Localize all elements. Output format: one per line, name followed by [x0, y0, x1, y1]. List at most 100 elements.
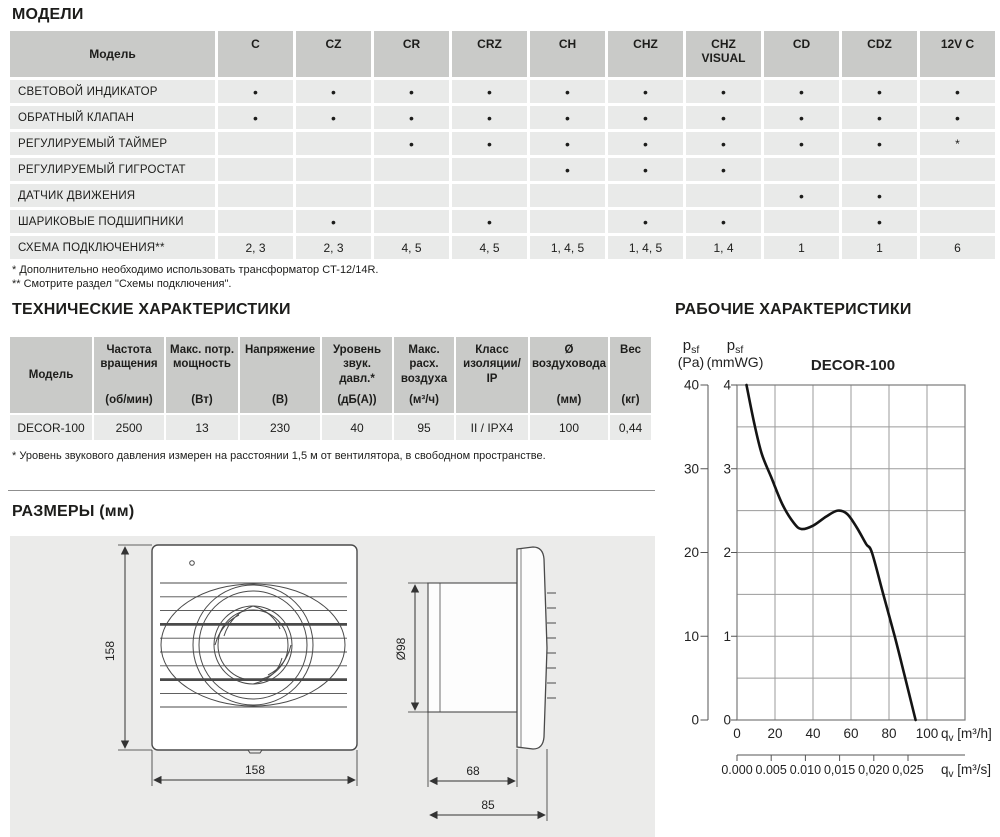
feature-cell: • — [842, 80, 917, 103]
m3h-tick-label: 60 — [843, 726, 858, 741]
models-col-header: CD — [764, 31, 839, 77]
tech-header-name: Вес — [620, 344, 641, 356]
m3s-axis-label: qv [m³/s] — [941, 762, 991, 780]
feature-cell: • — [530, 80, 605, 103]
tech-header-name: Класс изоляции/ IP — [463, 344, 521, 385]
feature-cell: • — [920, 80, 995, 103]
feature-cell — [218, 158, 293, 181]
feature-cell: 1, 4, 5 — [608, 236, 683, 259]
feature-cell — [452, 158, 527, 181]
dim-front-width: 158 — [245, 763, 265, 777]
feature-cell — [920, 158, 995, 181]
grille-slats — [160, 582, 347, 708]
models-footnote-2: ** Смотрите раздел "Схемы подключения". — [12, 278, 232, 290]
feature-cell: 1, 4, 5 — [530, 236, 605, 259]
chart-title: DECOR-100 — [811, 357, 895, 374]
tech-header-name: Модель — [28, 368, 74, 381]
feature-cell: • — [608, 80, 683, 103]
side-louvres — [547, 592, 556, 699]
feature-cell: 6 — [920, 236, 995, 259]
feature-cell: • — [842, 184, 917, 207]
mmwg-tick-label: 1 — [723, 629, 731, 644]
feature-label: ШАРИКОВЫЕ ПОДШИПНИКИ — [10, 210, 215, 233]
models-table: Модель C CZ CR CRZ CH CHZ CHZ VISUAL CD CDZ 12V C С… — [10, 31, 995, 259]
tech-value-cell: 2500 — [94, 415, 164, 440]
feature-cell: • — [296, 106, 371, 129]
feature-cell: • — [608, 210, 683, 233]
feature-cell: 1 — [842, 236, 917, 259]
feature-cell: • — [374, 106, 449, 129]
pa-tick-label: 40 — [684, 378, 699, 393]
feature-cell — [374, 210, 449, 233]
tech-value-cell: 100 — [530, 415, 608, 440]
tech-table: Модель Частота вращения (об/мин) Макс. потр… — [10, 337, 651, 440]
feature-cell — [764, 158, 839, 181]
pa-tick-label: 20 — [684, 545, 699, 560]
pa-axis — [700, 384, 709, 721]
feature-cell: • — [452, 210, 527, 233]
pa-tick-label: 10 — [684, 629, 699, 644]
tech-value-cell: 95 — [394, 415, 454, 440]
mmwg-tick-label: 4 — [723, 378, 731, 393]
tech-col-header: Напряжение (В) — [240, 337, 320, 413]
models-corner-header: Модель — [10, 31, 215, 77]
feature-cell: 1 — [764, 236, 839, 259]
models-col-header: CH — [530, 31, 605, 77]
feature-label: РЕГУЛИРУЕМЫЙ ТАЙМЕР — [10, 132, 215, 155]
feature-cell: • — [296, 80, 371, 103]
performance-curve — [745, 383, 917, 722]
tech-footnote: * Уровень звукового давления измерен на … — [12, 450, 546, 462]
models-section-title: МОДЕЛИ — [12, 6, 84, 23]
tech-col-header: Вес (кг) — [610, 337, 651, 413]
feature-cell — [530, 184, 605, 207]
m3s-tick-label: 0,020 — [858, 763, 889, 777]
feature-cell: • — [686, 132, 761, 155]
feature-cell: • — [296, 210, 371, 233]
mmwg-tick-label: 0 — [723, 713, 731, 728]
feature-cell: • — [764, 106, 839, 129]
feature-cell — [452, 184, 527, 207]
feature-cell — [218, 132, 293, 155]
performance-chart: DECOR-100 psf (Pa) psf (mmWG) 40 30 20 10 0 4 3 2 1 0 0… — [675, 330, 1000, 810]
m3h-tick-label: 80 — [881, 726, 896, 741]
tech-value-cell: DECOR-100 — [10, 415, 92, 440]
tech-section-title: ТЕХНИЧЕСКИЕ ХАРАКТЕРИСТИКИ — [12, 301, 291, 318]
feature-cell: • — [764, 80, 839, 103]
feature-label: ОБРАТНЫЙ КЛАПАН — [10, 106, 215, 129]
feature-cell: • — [842, 106, 917, 129]
feature-cell: • — [530, 158, 605, 181]
tech-header-name: Уровень звук. давл.* — [332, 344, 382, 385]
tech-value-cell: 0,44 — [610, 415, 651, 440]
dimensions-drawing: 158 158 Ø98 68 85 — [103, 544, 556, 821]
tech-header-name: Макс. потр. мощность — [169, 344, 235, 371]
axis-unit-label: (Pa) — [678, 354, 704, 370]
axis-unit-label: (mmWG) — [707, 354, 764, 370]
models-col-header: CHZ VISUAL — [686, 31, 761, 77]
feature-cell: • — [686, 106, 761, 129]
feature-cell — [608, 184, 683, 207]
tech-header-name: Напряжение — [244, 344, 316, 356]
section-divider — [8, 490, 655, 491]
tech-header-unit: (мм) — [556, 393, 582, 406]
tech-col-header: Частота вращения (об/мин) — [94, 337, 164, 413]
feature-cell — [374, 158, 449, 181]
feature-cell — [296, 184, 371, 207]
tech-header-name: Макс. расх. воздуха — [400, 344, 448, 385]
dim-front-height: 158 — [103, 641, 117, 661]
models-col-header: CHZ — [608, 31, 683, 77]
feature-label: СХЕМА ПОДКЛЮЧЕНИЯ** — [10, 236, 215, 259]
tech-header-name: Частота вращения — [100, 344, 158, 371]
dim-duct-diameter: Ø98 — [394, 637, 408, 660]
feature-cell — [920, 210, 995, 233]
feature-cell — [218, 210, 293, 233]
m3s-axis — [736, 754, 965, 761]
feature-cell: • — [686, 80, 761, 103]
models-col-header: 12V C — [920, 31, 995, 77]
feature-cell: • — [764, 184, 839, 207]
tech-header-unit: (дБ(А)) — [337, 393, 377, 406]
feature-cell — [296, 132, 371, 155]
feature-label: ДАТЧИК ДВИЖЕНИЯ — [10, 184, 215, 207]
tech-value-cell: 40 — [322, 415, 392, 440]
feature-cell: • — [842, 210, 917, 233]
feature-cell: • — [374, 80, 449, 103]
